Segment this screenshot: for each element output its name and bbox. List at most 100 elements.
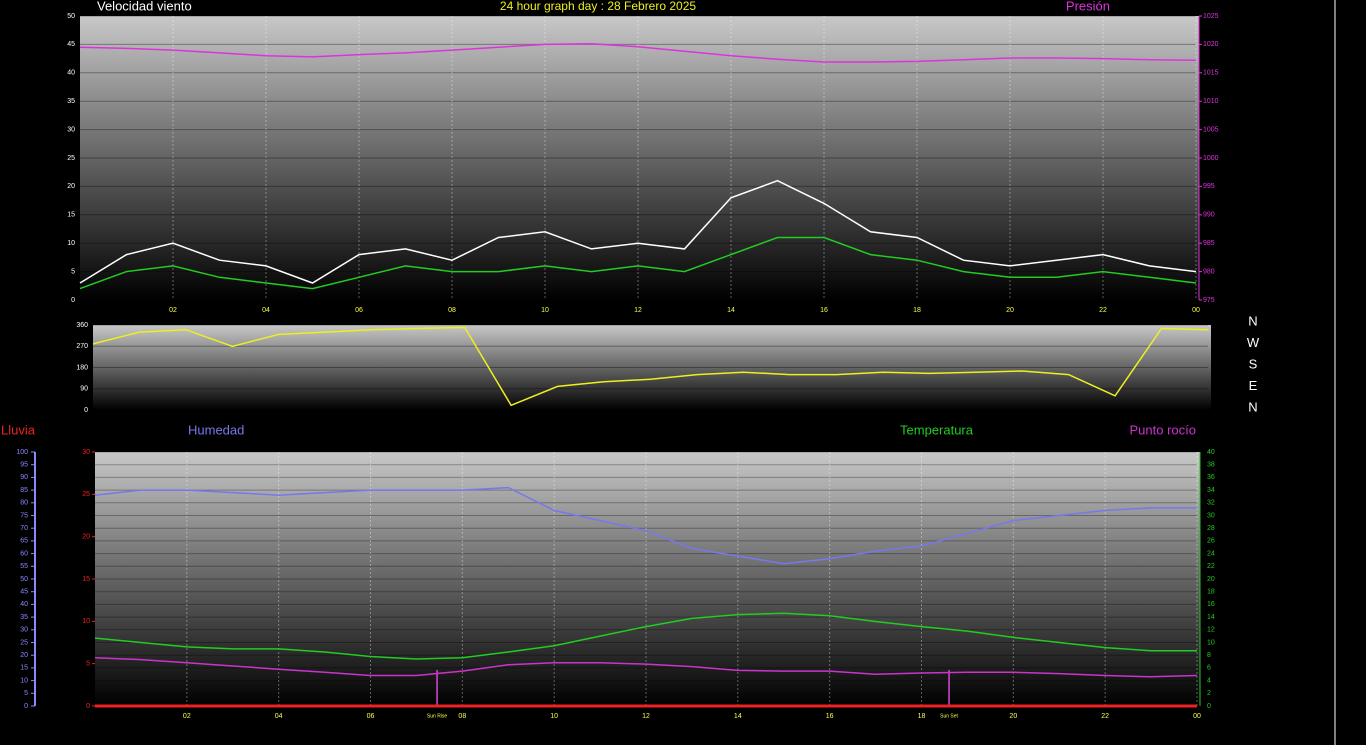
y-tick-label: 30 <box>67 126 75 133</box>
y-tick-label: 100 <box>16 449 28 456</box>
y-tick-label: 5 <box>24 690 28 697</box>
x-tick-label: 00 <box>1192 307 1200 314</box>
sun-label: Sun Set <box>940 713 958 719</box>
legend-label: Lluvia <box>1 422 36 437</box>
y2-tick-label: 1000 <box>1203 155 1219 162</box>
y-tick-label: 20 <box>20 652 28 659</box>
x-tick-label: 06 <box>367 713 375 720</box>
y-tick-label: 50 <box>20 576 28 583</box>
y3-tick-label: 15 <box>82 576 90 583</box>
y3-tick-label: 25 <box>82 491 90 498</box>
sun-label: Sun Rise <box>427 713 448 719</box>
legend-label: Temperatura <box>900 422 974 437</box>
x-tick-label: 06 <box>355 307 363 314</box>
y-tick-label: 35 <box>67 98 75 105</box>
y-tick-label: 70 <box>20 525 28 532</box>
x-tick-label: 18 <box>918 713 926 720</box>
y2-tick-label: 12 <box>1207 627 1215 634</box>
y2-tick-label: 980 <box>1203 268 1215 275</box>
y3-tick-label: 0 <box>86 703 90 710</box>
y-tick-label: 15 <box>20 665 28 672</box>
y-tick-label: 40 <box>67 70 75 77</box>
y-tick-label: 60 <box>20 550 28 557</box>
y-tick-label: 5 <box>71 268 75 275</box>
series-line <box>79 236 1197 290</box>
series-line <box>79 179 1197 284</box>
y2-tick-label: 1020 <box>1203 41 1219 48</box>
legend-label: Velocidad viento <box>97 0 192 13</box>
y-tick-label: 55 <box>20 563 28 570</box>
direction-label: E <box>1249 378 1258 393</box>
y3-tick-label: 30 <box>82 449 90 456</box>
y2-tick-label: 32 <box>1207 500 1215 507</box>
y-tick-label: 35 <box>20 614 28 621</box>
y2-tick-label: 34 <box>1207 487 1215 494</box>
direction-label: S <box>1249 356 1258 371</box>
y2-tick-label: 18 <box>1207 589 1215 596</box>
y2-tick-label: 16 <box>1207 601 1215 608</box>
y-tick-label: 20 <box>67 183 75 190</box>
y-tick-label: 90 <box>80 386 88 393</box>
y2-tick-label: 985 <box>1203 240 1215 247</box>
y3-tick-label: 5 <box>86 661 90 668</box>
y2-tick-label: 10 <box>1207 639 1215 646</box>
series-line <box>92 326 1209 407</box>
y2-tick-label: 20 <box>1207 576 1215 583</box>
y-tick-label: 0 <box>24 703 28 710</box>
x-tick-label: 08 <box>448 307 456 314</box>
y2-tick-label: 1025 <box>1203 13 1219 20</box>
y2-tick-label: 1005 <box>1203 126 1219 133</box>
legend-label: Presión <box>1066 0 1110 13</box>
series-line <box>94 612 1197 660</box>
y-tick-label: 45 <box>67 41 75 48</box>
series-line <box>79 43 1197 63</box>
y2-tick-label: 14 <box>1207 614 1215 621</box>
y2-tick-label: 975 <box>1203 297 1215 304</box>
y-tick-label: 40 <box>20 601 28 608</box>
x-tick-label: 18 <box>913 307 921 314</box>
y-tick-label: 25 <box>20 639 28 646</box>
y-tick-label: 80 <box>20 500 28 507</box>
y2-tick-label: 26 <box>1207 538 1215 545</box>
y2-tick-label: 8 <box>1207 652 1211 659</box>
y-tick-label: 95 <box>20 462 28 469</box>
y-tick-label: 45 <box>20 589 28 596</box>
x-tick-label: 08 <box>458 713 466 720</box>
chart-title: 24 hour graph day : 28 Febrero 2025 <box>500 0 696 13</box>
x-tick-label: 20 <box>1009 713 1017 720</box>
y-tick-label: 10 <box>67 240 75 247</box>
legend-label: Humedad <box>188 422 244 437</box>
y-tick-label: 360 <box>76 322 88 329</box>
x-tick-label: 12 <box>634 307 642 314</box>
y-tick-label: 0 <box>84 407 88 414</box>
x-tick-label: 02 <box>183 713 191 720</box>
x-tick-label: 04 <box>262 307 270 314</box>
y-tick-label: 75 <box>20 512 28 519</box>
y2-tick-label: 0 <box>1207 703 1211 710</box>
y-tick-label: 180 <box>76 364 88 371</box>
series-line <box>94 486 1197 565</box>
y3-tick-label: 10 <box>82 618 90 625</box>
y-tick-label: 15 <box>67 212 75 219</box>
x-tick-label: 12 <box>642 713 650 720</box>
y-tick-label: 85 <box>20 487 28 494</box>
y2-tick-label: 30 <box>1207 512 1215 519</box>
y2-tick-label: 1015 <box>1203 70 1219 77</box>
y-tick-label: 0 <box>71 297 75 304</box>
y-tick-label: 30 <box>20 627 28 634</box>
direction-label: W <box>1247 335 1260 350</box>
y2-tick-label: 6 <box>1207 665 1211 672</box>
y-tick-label: 25 <box>67 155 75 162</box>
y3-tick-label: 20 <box>82 534 90 541</box>
y-tick-label: 90 <box>20 474 28 481</box>
y2-tick-label: 36 <box>1207 474 1215 481</box>
y2-tick-label: 38 <box>1207 462 1215 469</box>
x-tick-label: 10 <box>550 713 558 720</box>
x-tick-label: 14 <box>734 713 742 720</box>
y2-tick-label: 28 <box>1207 525 1215 532</box>
x-tick-label: 22 <box>1101 713 1109 720</box>
x-tick-label: 00 <box>1193 713 1201 720</box>
y2-tick-label: 24 <box>1207 550 1215 557</box>
y-tick-label: 10 <box>20 677 28 684</box>
